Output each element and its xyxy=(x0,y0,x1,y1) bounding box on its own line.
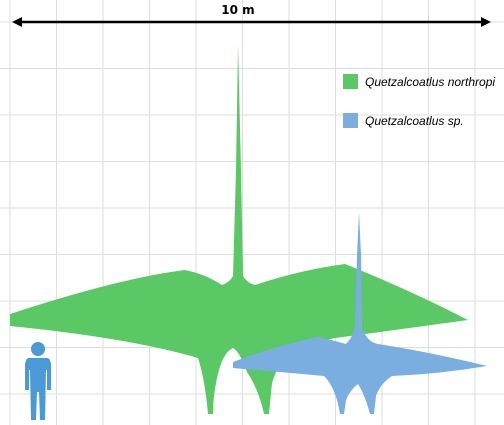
legend: Quetzalcoatlus northropi Quetzalcoatlus … xyxy=(343,74,495,128)
scale-bar-label: 10 m xyxy=(221,3,254,17)
legend-label-northropi: Quetzalcoatlus northropi xyxy=(365,75,495,89)
quetzalcoatlus-sp-silhouette xyxy=(233,212,487,414)
legend-swatch-sp xyxy=(343,113,358,128)
legend-label-sp: Quetzalcoatlus sp. xyxy=(365,114,464,128)
legend-swatch-northropi xyxy=(343,74,358,89)
quetzalcoatlus-northropi-silhouette xyxy=(10,45,468,414)
legend-item-sp: Quetzalcoatlus sp. xyxy=(343,113,464,128)
human-silhouette xyxy=(25,342,51,420)
scale-bar: 10 m xyxy=(12,3,491,27)
legend-item-northropi: Quetzalcoatlus northropi xyxy=(343,74,495,89)
